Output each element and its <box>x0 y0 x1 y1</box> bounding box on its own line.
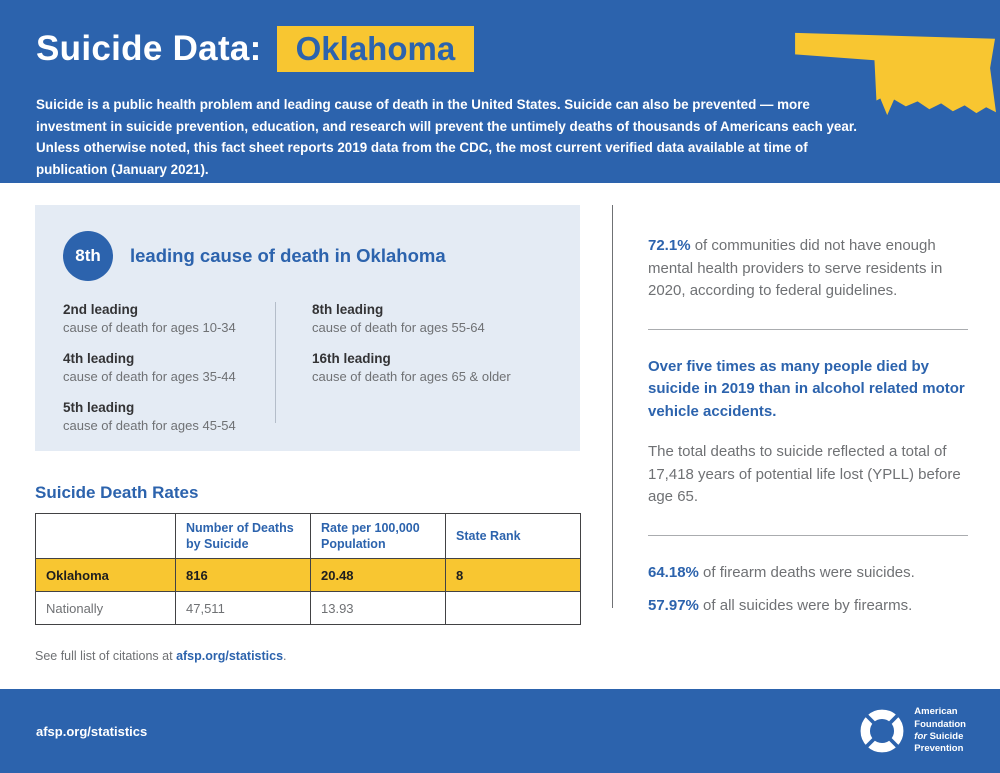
wordmark-line: Prevention <box>914 743 964 755</box>
fact-item: 2nd leading cause of death for ages 10-3… <box>63 302 275 335</box>
cell-deaths: 47,511 <box>175 591 311 625</box>
intro-paragraph: Suicide is a public health problem and l… <box>36 97 858 178</box>
wordmark-line: for Suicide <box>914 731 966 743</box>
stat-value: 57.97% <box>648 597 699 614</box>
stat-value: 64.18% <box>648 563 699 581</box>
stat-text: of all suicides were by firearms. <box>703 597 913 614</box>
facts-columns: 2nd leading cause of death for ages 10-3… <box>63 302 556 449</box>
table-header-rank: State Rank <box>445 513 581 559</box>
cell-state-label: Oklahoma <box>35 558 176 592</box>
fact-item: 4th leading cause of death for ages 35-4… <box>63 351 275 384</box>
table-header-row: Number of Deaths by Suicide Rate per 100… <box>35 513 581 559</box>
fact-rank: 8th leading <box>312 302 384 317</box>
fact-detail: cause of death for ages 35-44 <box>63 369 236 384</box>
leading-cause-heading-row: 8th leading cause of death in Oklahoma <box>63 231 556 281</box>
cell-rank <box>445 591 581 625</box>
state-name-chip: Oklahoma <box>276 26 475 72</box>
horizontal-divider <box>648 328 968 330</box>
stat-text: The total deaths to suicide reflected a … <box>648 443 961 505</box>
cell-rate: 13.93 <box>310 591 446 625</box>
table-row-oklahoma: Oklahoma 816 20.48 8 <box>35 558 581 592</box>
leading-cause-panel: 8th leading cause of death in Oklahoma 2… <box>35 205 580 451</box>
fact-rank: 2nd leading <box>63 302 139 317</box>
afsp-logo-block: American Foundation for Suicide Preventi… <box>859 706 966 755</box>
afsp-wordmark: American Foundation for Suicide Preventi… <box>914 706 966 755</box>
stat-motor-vehicle-headline: Over five times as many people died by s… <box>648 357 965 420</box>
facts-column-right: 8th leading cause of death for ages 55-6… <box>276 302 556 449</box>
footer-statistics-link[interactable]: afsp.org/statistics <box>36 723 148 739</box>
footer-band: afsp.org/statistics American Foundation … <box>0 689 1000 773</box>
fact-item: 8th leading cause of death for ages 55-6… <box>312 302 556 335</box>
table-row-nationally: Nationally 47,511 13.93 <box>35 591 581 625</box>
stat-mental-health-providers: 72.1% of communities did not have enough… <box>648 235 968 303</box>
citations-note: See full list of citations at afsp.org/s… <box>35 649 580 663</box>
facts-column-left: 2nd leading cause of death for ages 10-3… <box>63 302 275 449</box>
citations-period: . <box>283 649 287 663</box>
column-vertical-divider <box>612 205 613 608</box>
rank-badge-label: 8th <box>75 246 101 265</box>
leading-cause-heading: leading cause of death in Oklahoma <box>130 245 446 266</box>
fact-item: 16th leading cause of death for ages 65 … <box>312 351 556 384</box>
left-column: 8th leading cause of death in Oklahoma 2… <box>35 205 581 689</box>
cell-state-label: Nationally <box>35 591 176 625</box>
life-ring-icon <box>860 709 904 753</box>
fact-rank: 4th leading <box>63 351 135 366</box>
main-content: 8th leading cause of death in Oklahoma 2… <box>0 183 1000 689</box>
stat-ypll-body: The total deaths to suicide reflected a … <box>648 441 968 509</box>
wordmark-line: Foundation <box>914 718 966 730</box>
citations-link[interactable]: afsp.org/statistics <box>176 649 284 663</box>
facts-vertical-divider <box>275 302 276 423</box>
wordmark-for: for <box>914 731 927 742</box>
table-header-rate: Rate per 100,000 Population <box>310 513 446 559</box>
oklahoma-state-shape-icon <box>795 32 996 116</box>
page-title: Suicide Data: <box>36 29 262 68</box>
stat-suicides-by-firearms: 57.97% of all suicides were by firearms. <box>648 595 968 618</box>
cell-deaths: 816 <box>175 558 311 592</box>
cell-rate: 20.48 <box>310 558 446 592</box>
stat-firearm-deaths: 64.18% of firearm deaths were suicides. <box>648 562 968 585</box>
title-row: Suicide Data: Oklahoma <box>36 26 960 72</box>
rates-table-heading: Suicide Death Rates <box>35 483 199 502</box>
table-header-blank <box>35 513 176 559</box>
suicide-death-rates-table: Number of Deaths by Suicide Rate per 100… <box>35 513 581 625</box>
stat-text: of communities did not have enough menta… <box>648 237 943 299</box>
horizontal-divider <box>648 534 968 536</box>
header-band: Suicide Data: Oklahoma Suicide is a publ… <box>0 0 1000 183</box>
fact-detail: cause of death for ages 55-64 <box>312 320 485 335</box>
fact-rank: 16th leading <box>312 351 391 366</box>
wordmark-line-text: Suicide <box>929 731 964 742</box>
fact-detail: cause of death for ages 45-54 <box>63 418 236 433</box>
stat-text: of firearm deaths were suicides. <box>703 563 915 581</box>
fact-item: 5th leading cause of death for ages 45-5… <box>63 400 275 433</box>
citations-note-text: See full list of citations at <box>35 649 173 663</box>
fact-rank: 5th leading <box>63 400 135 415</box>
cell-rank: 8 <box>445 558 581 592</box>
fact-detail: cause of death for ages 10-34 <box>63 320 236 335</box>
wordmark-line: American <box>914 706 958 718</box>
stats-column: 72.1% of communities did not have enough… <box>613 205 968 689</box>
table-header-deaths: Number of Deaths by Suicide <box>175 513 311 559</box>
fact-detail: cause of death for ages 65 & older <box>312 369 511 384</box>
rank-badge: 8th <box>63 231 113 281</box>
stat-value: 72.1% <box>648 237 691 254</box>
